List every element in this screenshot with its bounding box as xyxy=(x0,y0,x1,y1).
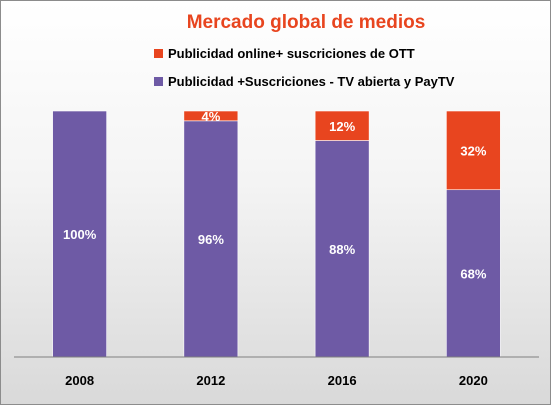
data-label-2020-series-0: 68% xyxy=(460,266,486,281)
data-label-2012-series-1: 4% xyxy=(201,109,220,124)
chart-title: Mercado global de medios xyxy=(187,12,426,33)
data-label-2008-series-0: 100% xyxy=(63,227,97,242)
bar-2012-series-0 xyxy=(183,120,239,358)
legend-label-0: Publicidad +Suscriciones - TV abierta y … xyxy=(168,74,455,89)
legend: Publicidad online+ suscriciones de OTT Pu… xyxy=(154,46,455,89)
x-tick-2016: 2016 xyxy=(328,373,357,388)
x-tick-2012: 2012 xyxy=(196,373,225,388)
data-label-2016-series-1: 12% xyxy=(329,119,355,134)
data-label-2012-series-0: 96% xyxy=(198,232,224,247)
legend-swatch-0 xyxy=(154,77,163,86)
legend-label-1: Publicidad online+ suscriciones de OTT xyxy=(168,46,415,61)
data-label-2016-series-0: 88% xyxy=(329,242,355,257)
bar-2020-series-1 xyxy=(446,110,501,191)
bars: 100% 96% 4% 88% 12% 68% 32% xyxy=(52,109,501,358)
data-label-2020-series-1: 32% xyxy=(460,143,486,158)
legend-swatch-1 xyxy=(154,49,163,58)
x-tick-2020: 2020 xyxy=(459,373,488,388)
bar-2012-series-1 xyxy=(183,110,239,122)
x-tick-2008: 2008 xyxy=(65,373,94,388)
bar-2016-series-1 xyxy=(314,110,370,141)
bar-2016-series-0 xyxy=(314,140,370,358)
x-tick-labels: 2008 2012 2016 2020 xyxy=(65,373,488,388)
bar-2008-series-0 xyxy=(52,110,107,358)
